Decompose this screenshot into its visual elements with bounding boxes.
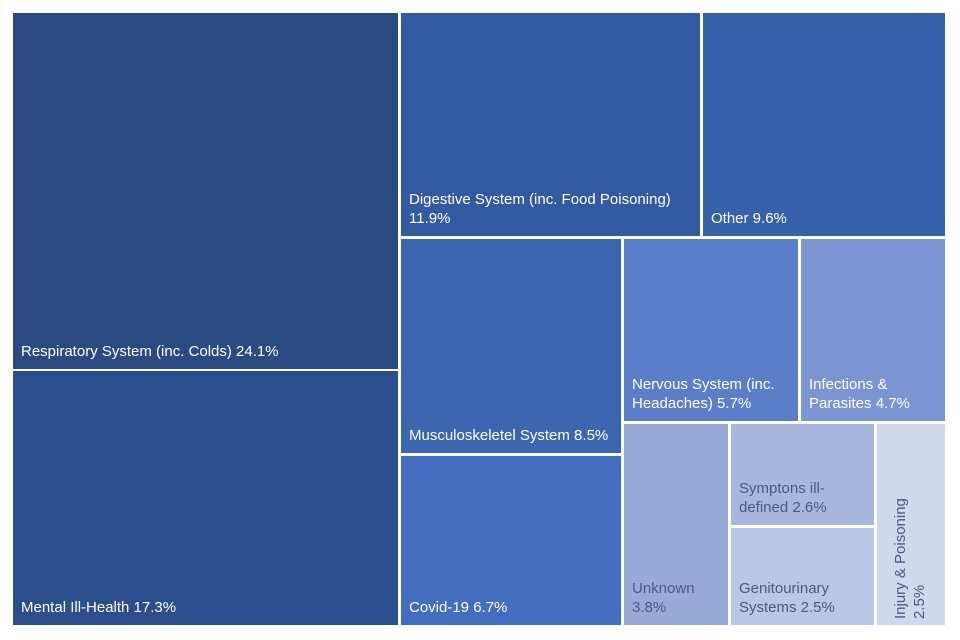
treemap-label-unknown: Unknown 3.8% <box>632 580 695 616</box>
treemap-label-digestive: Digestive System (inc. Food Poisoning) 1… <box>409 191 671 227</box>
treemap-label-genitourinary: Genitourinary Systems 2.5% <box>739 580 835 616</box>
treemap-tile-respiratory: Respiratory System (inc. Colds) 24.1% <box>13 13 398 369</box>
treemap-tile-digestive: Digestive System (inc. Food Poisoning) 1… <box>401 13 700 236</box>
treemap-tile-mental: Mental Ill-Health 17.3% <box>13 371 398 625</box>
treemap-label-mental: Mental Ill-Health 17.3% <box>21 599 177 616</box>
treemap-tile-other: Other 9.6% <box>703 13 945 236</box>
treemap-label-other: Other 9.6% <box>711 210 787 227</box>
treemap-label-musculoskeletal: Musculoskeletel System 8.5% <box>409 427 609 444</box>
treemap-tile-infections: Infections & Parasites 4.7% <box>801 239 945 421</box>
treemap-label-respiratory: Respiratory System (inc. Colds) 24.1% <box>21 343 279 360</box>
treemap-label-covid: Covid-19 6.7% <box>409 599 508 616</box>
treemap-tile-symptoms: Symptons ill- defined 2.6% <box>731 424 874 525</box>
treemap-label-injury: Injury & Poisoning 2.5% <box>892 498 928 619</box>
treemap-label-infections: Infections & Parasites 4.7% <box>809 376 910 412</box>
treemap-tile-musculoskeletal: Musculoskeletel System 8.5% <box>401 239 621 453</box>
treemap-tile-injury: Injury & Poisoning 2.5% <box>877 424 945 625</box>
treemap-tile-unknown: Unknown 3.8% <box>624 424 728 625</box>
treemap-label-symptoms: Symptons ill- defined 2.6% <box>739 480 827 516</box>
treemap-tile-covid: Covid-19 6.7% <box>401 456 621 625</box>
treemap-label-nervous: Nervous System (inc. Headaches) 5.7% <box>632 376 775 412</box>
treemap-tile-genitourinary: Genitourinary Systems 2.5% <box>731 528 874 625</box>
treemap-tile-nervous: Nervous System (inc. Headaches) 5.7% <box>624 239 798 421</box>
